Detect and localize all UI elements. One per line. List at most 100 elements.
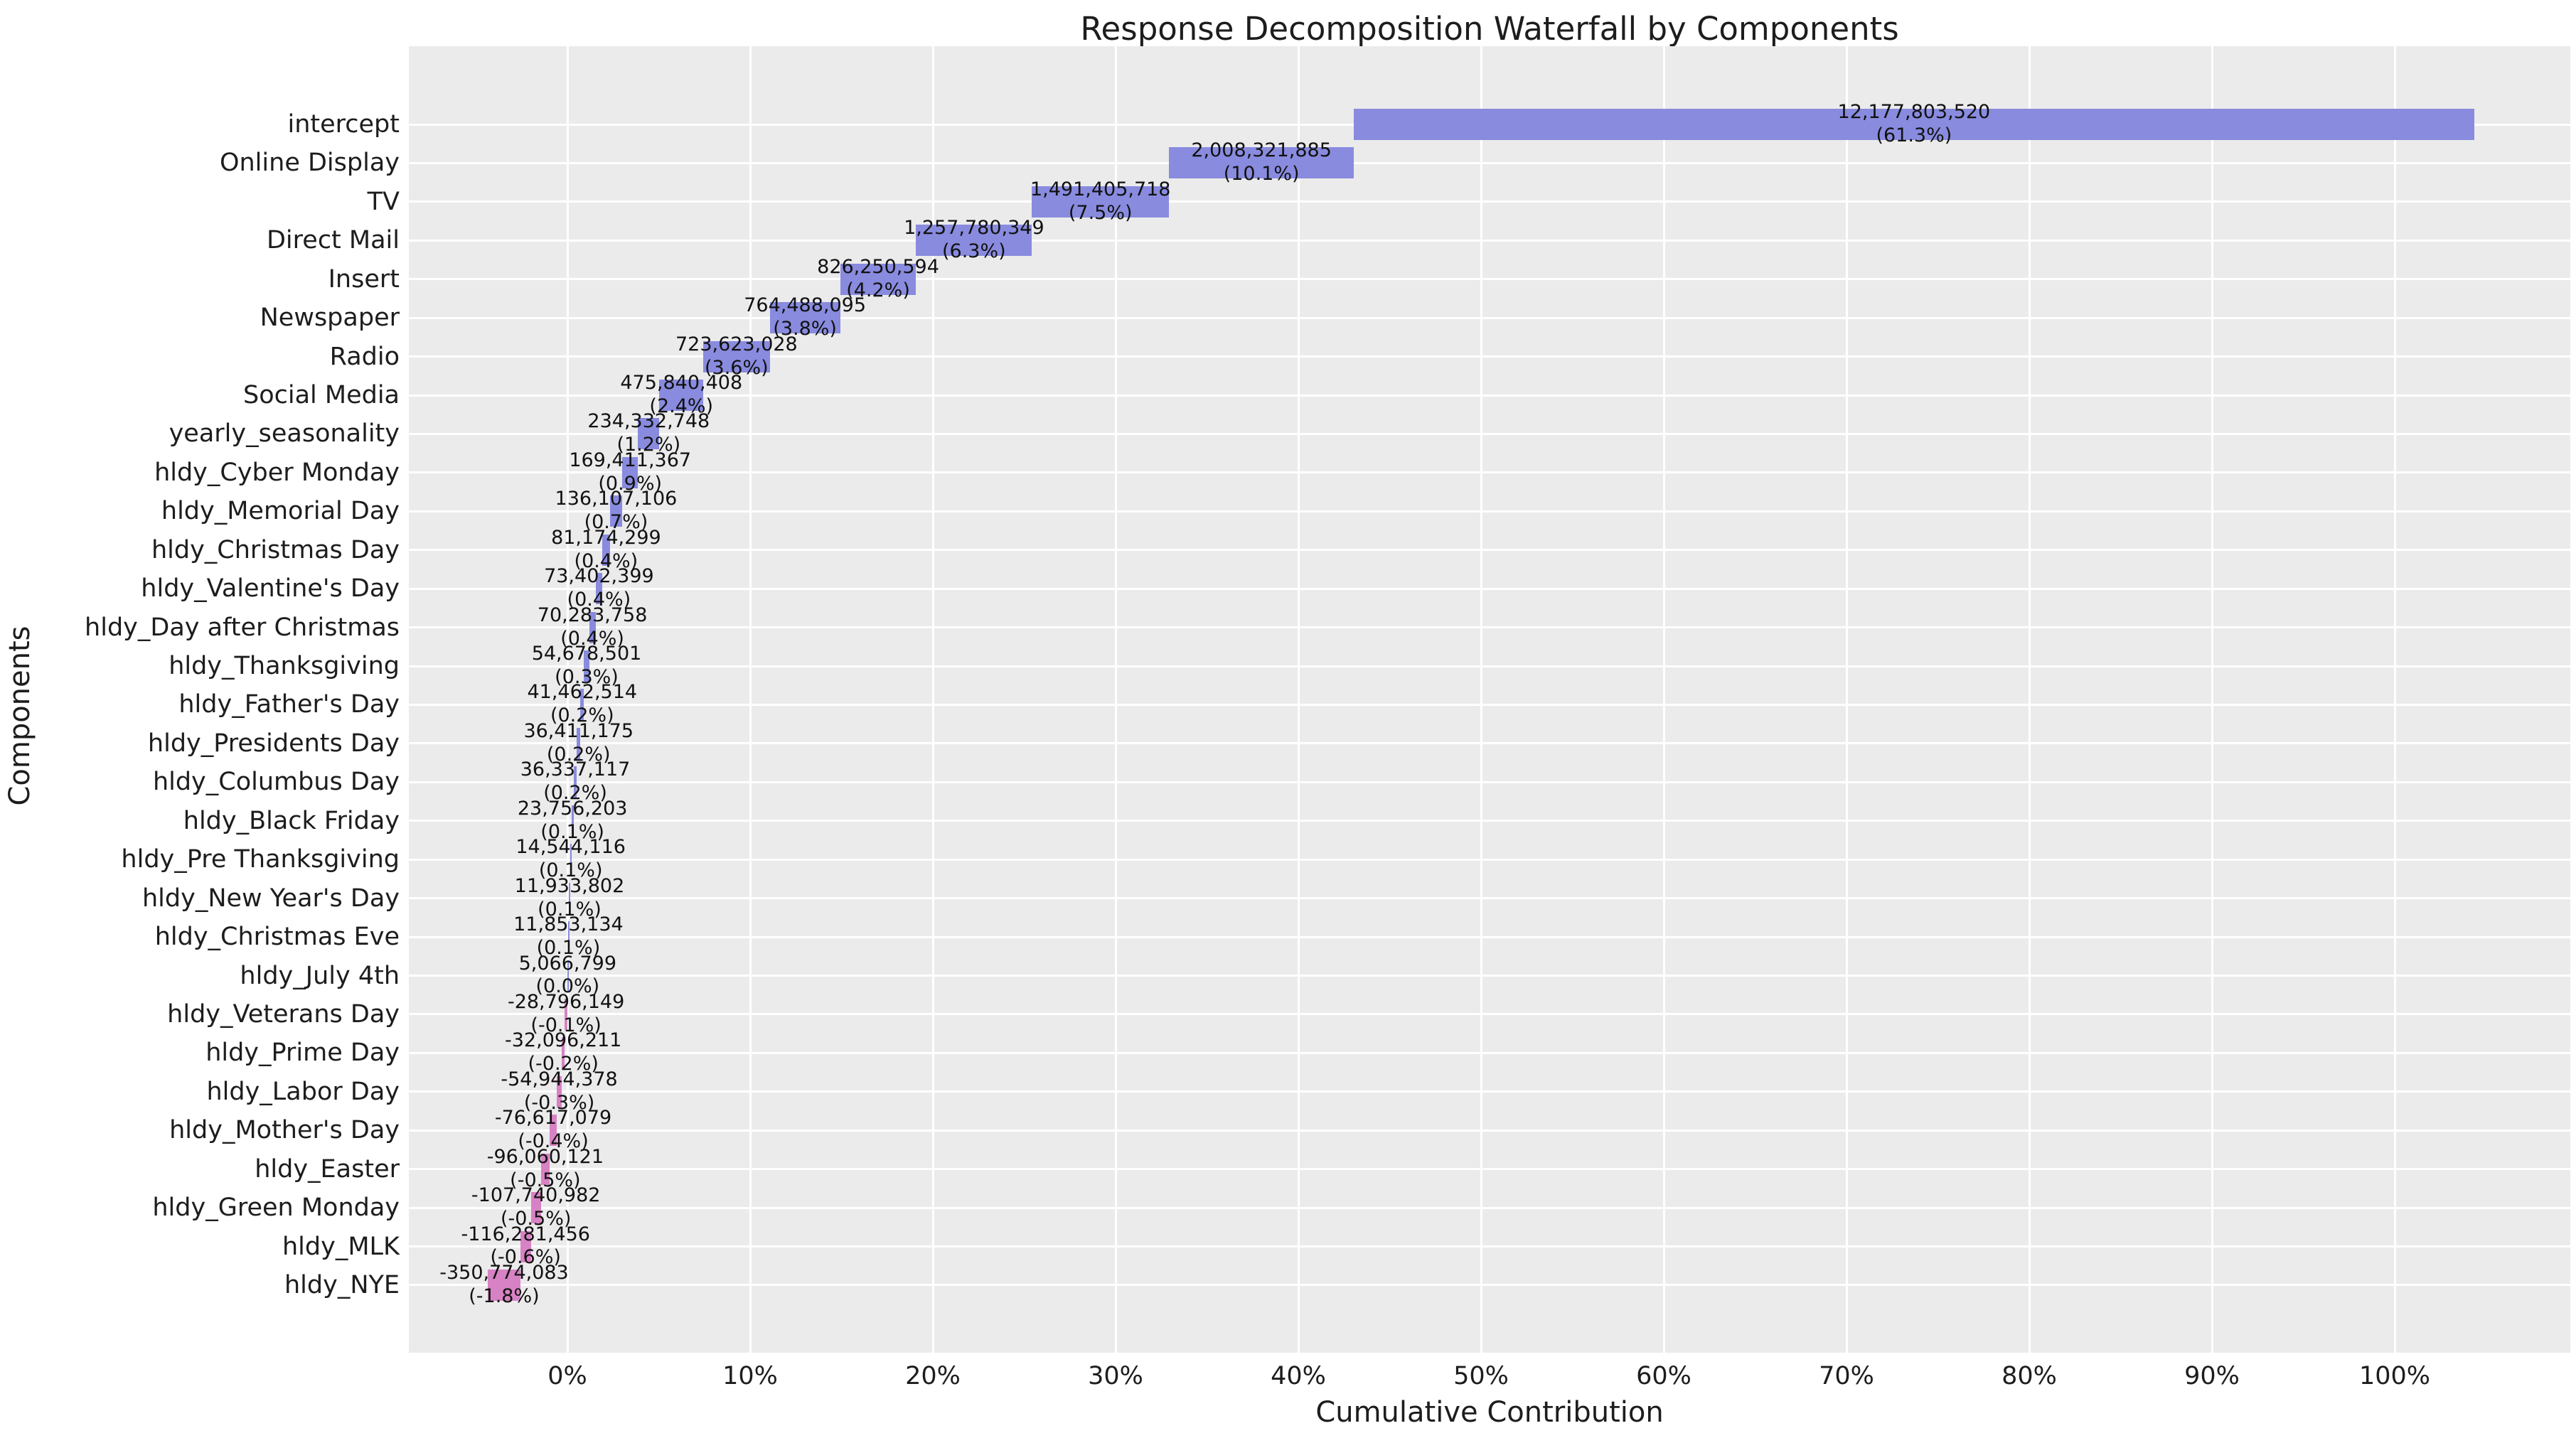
x-tick-label: 30% — [1088, 1362, 1143, 1390]
bar-value-label: 11,853,134 (0.1%) — [513, 913, 624, 960]
waterfall-bar — [769, 302, 840, 334]
category-label: Insert — [328, 264, 400, 294]
x-tick-label: 10% — [722, 1362, 778, 1390]
y-gridline — [409, 394, 2570, 397]
y-gridline — [409, 510, 2570, 513]
waterfall-bar — [703, 340, 770, 372]
category-label: hldy_Green Monday — [152, 1193, 400, 1223]
bar-value-label: 5,066,799 (0.0%) — [518, 952, 617, 998]
waterfall-bar — [540, 1153, 550, 1185]
category-label: hldy_Prime Day — [205, 1039, 400, 1068]
y-gridline — [409, 665, 2570, 667]
y-gridline — [409, 200, 2570, 203]
waterfall-bar — [550, 1115, 557, 1147]
bar-value-label: 14,544,116 (0.1%) — [515, 836, 626, 882]
waterfall-bar — [602, 534, 610, 566]
y-gridline — [409, 355, 2570, 358]
x-tick-label: 70% — [1819, 1362, 1874, 1390]
category-label: hldy_Veterans Day — [167, 999, 400, 1029]
y-gridline — [409, 161, 2570, 164]
x-gridline — [1480, 46, 1482, 1353]
bar-value-label: -107,740,982 (-0.5%) — [471, 1184, 601, 1230]
category-label: hldy_Thanksgiving — [169, 652, 400, 681]
y-gridline — [409, 820, 2570, 822]
category-label: hldy_New Year's Day — [142, 884, 400, 913]
y-gridline — [409, 975, 2570, 977]
waterfall-bar — [638, 418, 660, 450]
category-label: hldy_July 4th — [240, 961, 400, 990]
bar-value-label: 81,174,299 (0.4%) — [551, 526, 661, 572]
waterfall-bar — [570, 844, 572, 876]
category-label: Social Media — [242, 381, 400, 410]
y-gridline — [409, 1206, 2570, 1209]
waterfall-bar — [622, 456, 638, 488]
y-gridline — [409, 239, 2570, 242]
bar-value-label: 23,756,203 (0.1%) — [517, 797, 628, 843]
waterfall-bar — [567, 921, 570, 953]
bar-value-label: -32,096,211 (-0.2%) — [505, 1029, 622, 1075]
bar-value-label: 73,402,399 (0.4%) — [544, 565, 654, 611]
category-label: hldy_Columbus Day — [152, 768, 400, 797]
x-tick-label: 100% — [2358, 1362, 2431, 1390]
y-gridline — [409, 1284, 2570, 1287]
bar-value-label: 169,411,367 (0.9%) — [569, 449, 692, 495]
bar-value-label: -116,281,456 (-0.6%) — [461, 1223, 590, 1269]
category-label: hldy_NYE — [284, 1270, 400, 1299]
y-gridline — [409, 1051, 2570, 1054]
category-label: hldy_Black Friday — [183, 806, 400, 835]
bar-value-label: 12,177,803,520 (61.3%) — [1837, 101, 1991, 146]
waterfall-bar — [1032, 186, 1170, 218]
waterfall-bar — [1354, 109, 2474, 140]
category-label: hldy_Father's Day — [178, 690, 400, 719]
category-label: intercept — [287, 109, 400, 139]
x-gridline — [1845, 46, 1848, 1353]
y-gridline — [409, 1168, 2570, 1171]
waterfall-bar — [571, 805, 574, 837]
category-label: Direct Mail — [266, 226, 400, 255]
bar-value-label: 11,933,802 (0.1%) — [514, 874, 625, 921]
waterfall-bar — [562, 1037, 565, 1069]
bar-value-label: -96,060,121 (-0.5%) — [486, 1145, 604, 1191]
waterfall-bar — [577, 727, 581, 759]
waterfall-bar — [595, 573, 603, 605]
y-gridline — [409, 1129, 2570, 1132]
waterfall-bar — [1169, 147, 1354, 179]
waterfall-bar — [659, 380, 704, 412]
y-gridline — [409, 897, 2570, 900]
waterfall-bar — [584, 650, 589, 682]
waterfall-bar — [580, 689, 584, 721]
bar-value-label: 826,250,594 (4.2%) — [817, 255, 939, 301]
x-tick-label: 20% — [905, 1362, 961, 1390]
waterfall-bar — [567, 960, 569, 992]
y-gridline — [409, 935, 2570, 938]
x-gridline — [1662, 46, 1665, 1353]
x-tick-label: 0% — [547, 1362, 587, 1390]
bar-value-label: -76,617,079 (-0.4%) — [494, 1107, 612, 1153]
x-gridline — [2393, 46, 2396, 1353]
category-label: hldy_Day after Christmas — [85, 613, 400, 642]
x-gridline — [931, 46, 934, 1353]
category-label: hldy_Cyber Monday — [154, 458, 400, 487]
bar-value-label: 723,623,028 (3.6%) — [675, 333, 798, 379]
x-tick-label: 40% — [1271, 1362, 1326, 1390]
y-gridline — [409, 549, 2570, 552]
x-tick-label: 90% — [2184, 1362, 2240, 1390]
x-tick-label: 60% — [1636, 1362, 1691, 1390]
category-label: hldy_Easter — [255, 1154, 400, 1184]
y-gridline — [409, 278, 2570, 281]
y-gridline — [409, 471, 2570, 474]
y-gridline — [409, 626, 2570, 629]
waterfall-bar — [609, 495, 623, 527]
category-label: hldy_Memorial Day — [161, 497, 400, 526]
category-label: hldy_Christmas Eve — [154, 923, 400, 952]
category-label: hldy_Presidents Day — [147, 729, 400, 758]
bar-value-label: 36,411,175 (0.2%) — [523, 719, 634, 766]
x-gridline — [2211, 46, 2213, 1353]
bar-value-label: 1,491,405,718 (7.5%) — [1030, 178, 1171, 224]
waterfall-bar — [488, 1269, 520, 1301]
x-gridline — [2028, 46, 2031, 1353]
bar-value-label: -350,774,083 (-1.8%) — [439, 1262, 569, 1307]
waterfall-bar — [840, 263, 916, 295]
bar-value-label: 36,337,117 (0.2%) — [520, 758, 631, 805]
waterfall-bar — [573, 766, 577, 798]
